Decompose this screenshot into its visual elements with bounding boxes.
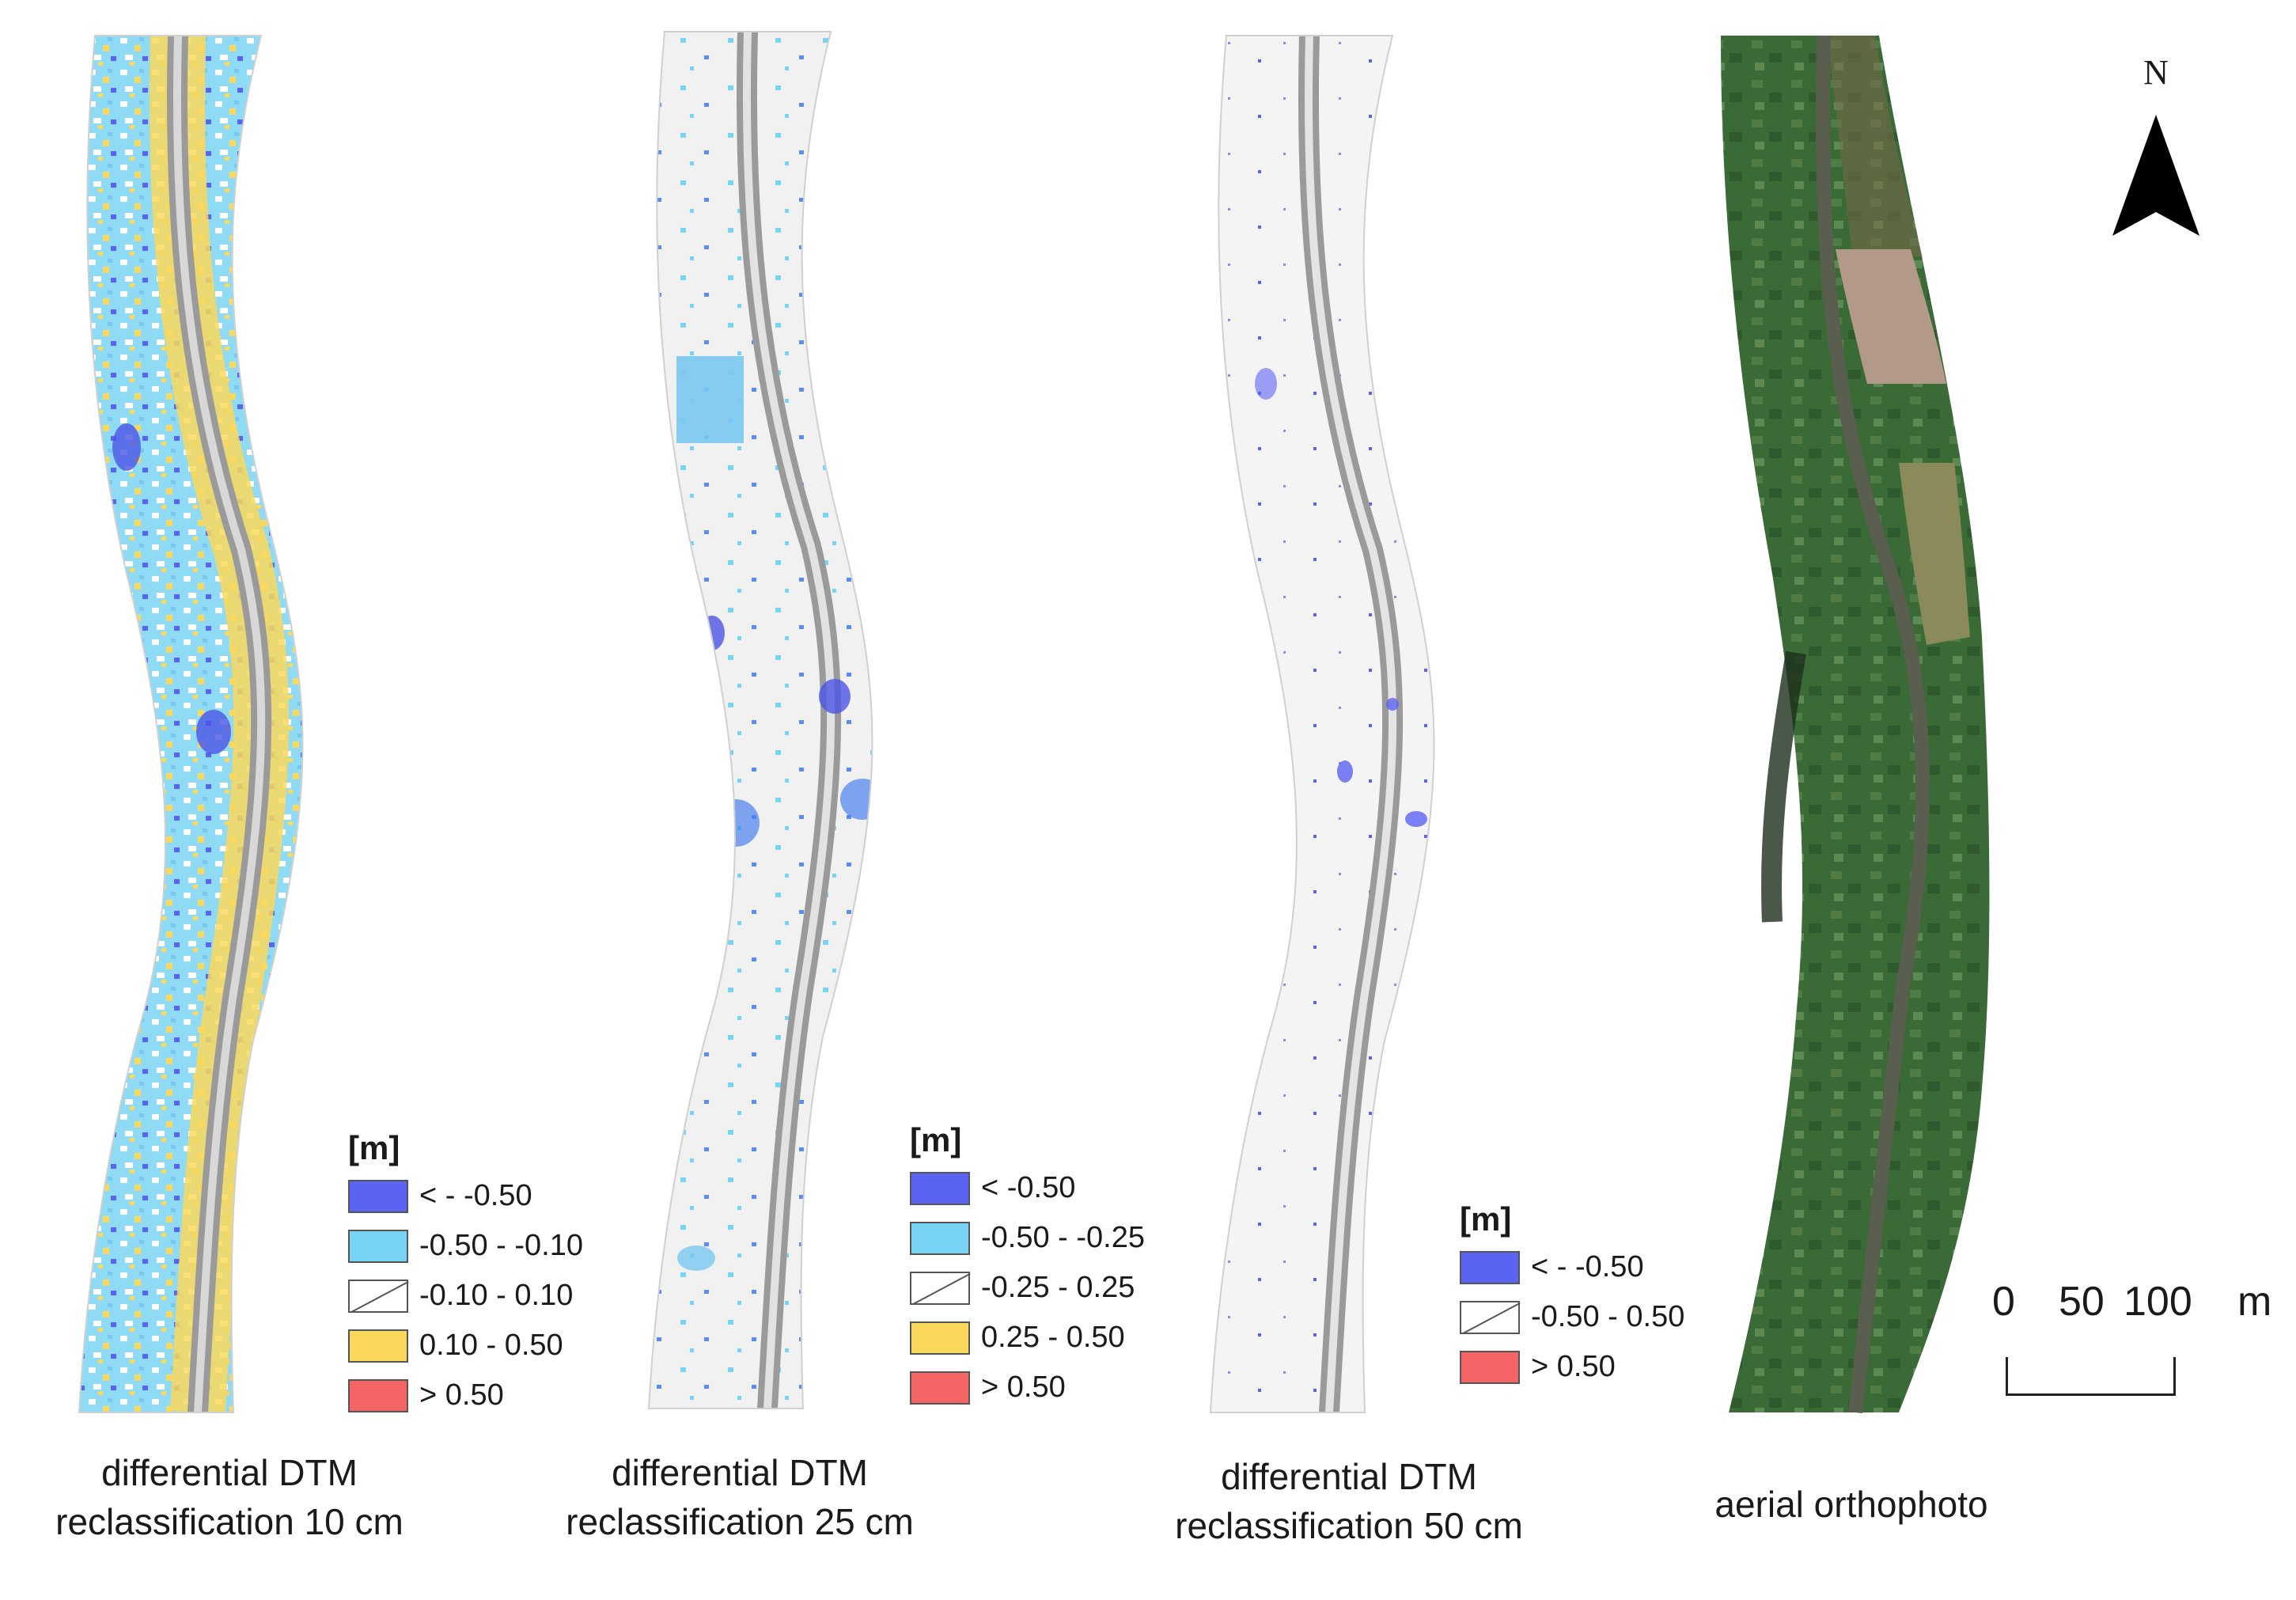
- legend-item: > 0.50: [1460, 1342, 1684, 1392]
- legend-item: -0.50 - -0.10: [348, 1221, 583, 1271]
- north-arrow-icon: [2112, 115, 2199, 236]
- aerial-orthophoto: [1721, 35, 1990, 1413]
- dtm-50cm-map: [1210, 35, 1435, 1413]
- scale-tick-100: 100: [2124, 1279, 2192, 1325]
- caption-line: differential DTM: [612, 1452, 868, 1493]
- dtm-25cm-map: [648, 31, 873, 1409]
- legend-label: -0.50 - -0.10: [419, 1229, 583, 1262]
- caption-line: differential DTM: [101, 1452, 358, 1493]
- caption-dtm-10cm: differential DTM reclassification 10 cm: [16, 1448, 443, 1546]
- legend-item: < - -0.50: [1460, 1242, 1684, 1292]
- legend-swatch: [348, 1378, 408, 1412]
- north-indicator: N: [2105, 55, 2207, 90]
- caption-dtm-25cm: differential DTM reclassification 25 cm: [526, 1448, 953, 1546]
- legend-swatch: [348, 1279, 408, 1313]
- scale-tick-0: 0: [1992, 1279, 2015, 1325]
- legend-item: -0.50 - 0.50: [1460, 1292, 1684, 1342]
- legend-label: < - -0.50: [419, 1179, 532, 1212]
- legend-swatch: [348, 1229, 408, 1263]
- legend-swatch: [910, 1221, 970, 1255]
- legend-unit: [m]: [348, 1129, 400, 1166]
- caption-orthophoto: aerial orthophoto: [1654, 1480, 2049, 1529]
- legend-label: -0.10 - 0.10: [419, 1279, 574, 1312]
- legend-swatch: [1460, 1350, 1520, 1384]
- legend-unit: [m]: [1460, 1200, 1512, 1238]
- legend-label: -0.25 - 0.25: [981, 1271, 1135, 1304]
- legend-item: < - -0.50: [348, 1171, 583, 1221]
- legend-label: -0.50 - 0.50: [1531, 1300, 1685, 1333]
- legend-item: -0.10 - 0.10: [348, 1271, 583, 1321]
- legend-label: < - -0.50: [1531, 1250, 1644, 1283]
- legend-label: 0.25 - 0.50: [981, 1321, 1125, 1354]
- caption-line: reclassification 10 cm: [55, 1501, 404, 1542]
- caption-dtm-50cm: differential DTM reclassification 50 cm: [1135, 1452, 1563, 1550]
- caption-line: aerial orthophoto: [1714, 1484, 1988, 1525]
- caption-line: reclassification 50 cm: [1175, 1505, 1523, 1546]
- legend-dtm-25cm: [m] < -0.50 -0.50 - -0.25 -0.25 - 0.25 0.25…: [910, 1124, 1145, 1412]
- caption-line: reclassification 25 cm: [566, 1501, 914, 1542]
- scale-tick-50: 50: [2059, 1279, 2105, 1325]
- legend-label: 0.10 - 0.50: [419, 1329, 563, 1362]
- legend-item: > 0.50: [910, 1363, 1145, 1412]
- legend-swatch: [910, 1171, 970, 1205]
- legend-item: 0.25 - 0.50: [910, 1313, 1145, 1363]
- legend-swatch: [910, 1371, 970, 1405]
- legend-label: > 0.50: [419, 1378, 504, 1412]
- legend-item: 0.10 - 0.50: [348, 1321, 583, 1371]
- legend-dtm-50cm: [m] < - -0.50 -0.50 - 0.50 > 0.50: [1460, 1203, 1684, 1392]
- legend-item: -0.50 - -0.25: [910, 1213, 1145, 1263]
- legend-item: > 0.50: [348, 1371, 583, 1420]
- legend-swatch: [348, 1179, 408, 1213]
- dtm-10cm-map: [78, 35, 304, 1413]
- scale-bar: 0 50 100 m: [1986, 1278, 2287, 1396]
- legend-unit: [m]: [910, 1121, 962, 1158]
- legend-label: > 0.50: [981, 1371, 1066, 1404]
- legend-swatch: [348, 1329, 408, 1363]
- legend-item: < -0.50: [910, 1163, 1145, 1213]
- legend-swatch: [1460, 1300, 1520, 1334]
- legend-label: > 0.50: [1531, 1350, 1616, 1383]
- legend-swatch: [910, 1271, 970, 1305]
- legend-swatch: [1460, 1250, 1520, 1284]
- legend-label: -0.50 - -0.25: [981, 1221, 1145, 1254]
- legend-dtm-10cm: [m] < - -0.50 -0.50 - -0.10 -0.10 - 0.10 0.…: [348, 1132, 583, 1420]
- legend-swatch: [910, 1321, 970, 1355]
- scale-unit: m: [2237, 1279, 2272, 1325]
- north-label: N: [2143, 53, 2169, 92]
- caption-line: differential DTM: [1221, 1456, 1477, 1497]
- scale-bar-line: [2006, 1357, 2176, 1396]
- legend-label: < -0.50: [981, 1171, 1076, 1204]
- legend-item: -0.25 - 0.25: [910, 1263, 1145, 1313]
